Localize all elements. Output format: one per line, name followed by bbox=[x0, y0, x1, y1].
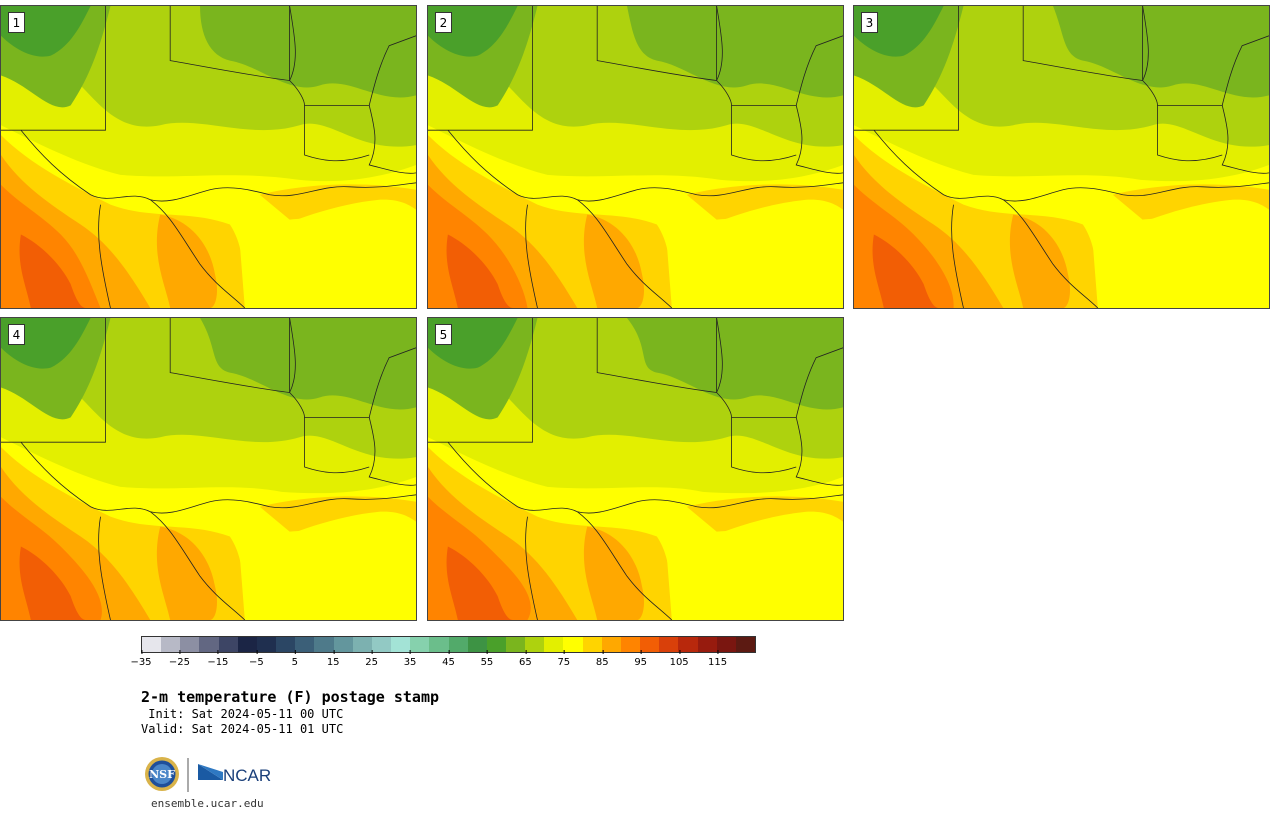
colorbar-tick-label: −35 bbox=[130, 650, 152, 668]
colorbar-tick-label: 115 bbox=[708, 650, 727, 668]
temperature-map bbox=[1, 318, 416, 620]
colorbar-swatch bbox=[544, 637, 564, 652]
temperature-map bbox=[854, 6, 1269, 308]
colorbar-swatch bbox=[697, 637, 717, 652]
colorbar-swatch bbox=[678, 637, 698, 652]
stamp-panel-4: 4 bbox=[0, 317, 417, 621]
colorbar-tick-label: 35 bbox=[404, 650, 416, 668]
colorbar-swatch bbox=[620, 637, 641, 652]
stamp-panel-5: 5 bbox=[427, 317, 844, 621]
panel-number: 4 bbox=[8, 324, 25, 345]
colorbar-swatch bbox=[371, 637, 392, 652]
valid-time: Valid: Sat 2024-05-11 01 UTC bbox=[141, 722, 344, 736]
colorbar-swatch bbox=[295, 637, 315, 652]
colorbar-tick-label: 95 bbox=[634, 650, 647, 668]
ncar-logo: NCAR bbox=[198, 764, 271, 785]
colorbar-tick-label: 25 bbox=[365, 650, 378, 668]
colorbar-swatch bbox=[391, 637, 411, 652]
stamp-panel-1: 1 bbox=[0, 5, 417, 309]
colorbar-swatch bbox=[525, 637, 545, 652]
colorbar-swatch bbox=[640, 637, 660, 652]
colorbar-swatch bbox=[276, 637, 296, 652]
colorbar-swatch bbox=[448, 637, 468, 652]
colorbar-ticks: −35 −25 −15 −5 5 15 25 35 45 55 65 75 85 95 105 115 bbox=[130, 650, 756, 671]
colorbar-tick-label: 105 bbox=[670, 650, 689, 668]
colorbar-swatch bbox=[180, 637, 200, 652]
colorbar-swatch bbox=[429, 637, 449, 652]
ncar-logo-text: NCAR bbox=[223, 766, 271, 785]
init-time: Init: Sat 2024-05-11 00 UTC bbox=[141, 707, 344, 721]
colorbar-swatch bbox=[505, 637, 526, 652]
stamp-panel-3: 3 bbox=[853, 5, 1270, 309]
colorbar-swatches bbox=[141, 636, 756, 653]
colorbar-swatch bbox=[314, 637, 334, 652]
colorbar-tick-label: 85 bbox=[596, 650, 609, 668]
colorbar-tick-label: 45 bbox=[442, 650, 455, 668]
panel-number: 2 bbox=[435, 12, 452, 33]
colorbar-tick-label: 15 bbox=[327, 650, 340, 668]
website-url: ensemble.ucar.edu bbox=[151, 797, 264, 810]
colorbar-swatch bbox=[199, 637, 219, 652]
colorbar-swatch bbox=[659, 637, 679, 652]
colorbar-swatch bbox=[601, 637, 621, 652]
panel-number: 1 bbox=[8, 12, 25, 33]
nsf-logo-text: NSF bbox=[149, 768, 175, 781]
colorbar-tick-label: −5 bbox=[249, 650, 264, 668]
logos: NSF NCAR bbox=[143, 756, 278, 794]
colorbar-swatch bbox=[582, 637, 602, 652]
colorbar-swatch bbox=[218, 637, 238, 652]
colorbar-tick-label: −15 bbox=[207, 650, 228, 668]
colorbar-swatch bbox=[333, 637, 353, 652]
colorbar-swatch bbox=[563, 637, 583, 652]
colorbar-swatch bbox=[716, 637, 736, 652]
colorbar-swatch bbox=[161, 637, 181, 652]
colorbar-tick-label: 65 bbox=[519, 650, 532, 668]
plot-title: 2-m temperature (F) postage stamp bbox=[141, 688, 440, 706]
panel-number: 5 bbox=[435, 324, 452, 345]
colorbar-tick-label: 5 bbox=[292, 650, 298, 668]
colorbar-swatch bbox=[735, 637, 755, 652]
colorbar-tick-label: −25 bbox=[169, 650, 190, 668]
temperature-map bbox=[1, 6, 416, 308]
colorbar: −35 −25 −15 −5 5 15 25 35 45 55 65 75 85 95 105 115 bbox=[130, 636, 756, 672]
colorbar-tick-label: 55 bbox=[481, 650, 493, 668]
colorbar-swatch bbox=[256, 637, 277, 652]
colorbar-swatch bbox=[352, 637, 372, 652]
temperature-map bbox=[428, 6, 843, 308]
temperature-map bbox=[428, 318, 843, 620]
colorbar-swatch bbox=[467, 637, 487, 652]
colorbar-swatch bbox=[237, 637, 257, 652]
colorbar-swatch bbox=[142, 637, 162, 652]
colorbar-swatch bbox=[410, 637, 430, 652]
stamp-panel-2: 2 bbox=[427, 5, 844, 309]
panel-number: 3 bbox=[861, 12, 878, 33]
colorbar-swatch bbox=[486, 637, 506, 652]
colorbar-tick-label: 75 bbox=[557, 650, 570, 668]
nsf-logo: NSF bbox=[145, 757, 179, 791]
